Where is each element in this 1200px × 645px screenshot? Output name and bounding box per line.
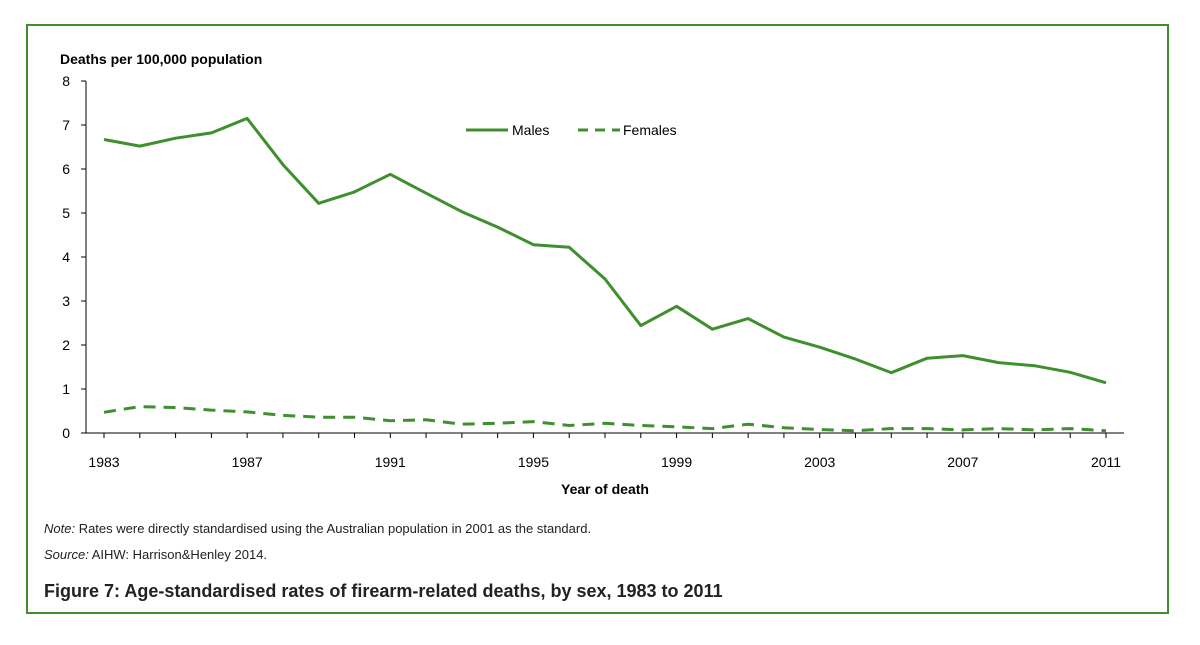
note-text: Rates were directly standardised using t… [75, 521, 592, 536]
y-tick-label: 2 [62, 337, 70, 353]
series-line-males [103, 116, 1107, 385]
x-tick-label: 1991 [375, 454, 406, 470]
x-tick-label: 2011 [1091, 454, 1121, 470]
y-tick-label: 0 [62, 425, 70, 441]
note-label: Note: [44, 521, 76, 536]
y-tick-label: 5 [62, 205, 70, 221]
y-tick-label: 7 [62, 117, 70, 133]
x-tick-label: 2003 [804, 454, 835, 470]
legend-label-females: Females [623, 122, 677, 138]
y-tick-label: 3 [62, 293, 70, 309]
x-tick-label: 1987 [232, 454, 263, 470]
y-tick-label: 1 [62, 381, 70, 397]
x-tick-label: 2007 [947, 454, 978, 470]
figure-frame [26, 24, 1169, 614]
x-tick-label: 1995 [518, 454, 549, 470]
x-tick-label: 1999 [661, 454, 692, 470]
y-tick-label: 6 [62, 161, 70, 177]
y-tick-label: 4 [62, 249, 70, 265]
source-label: Source: [44, 547, 89, 562]
y-tick-label: 8 [62, 73, 70, 89]
series-layer [103, 116, 1107, 433]
source-line: Source: AIHW: Harrison&Henley 2014. [44, 547, 267, 562]
legend-label-males: Males [512, 122, 549, 138]
y-axis-title: Deaths per 100,000 population [60, 51, 262, 67]
series-line-females [103, 405, 1107, 433]
source-text: AIHW: Harrison&Henley 2014. [88, 547, 268, 562]
x-tick-label: 1983 [88, 454, 119, 470]
legend: Males Females [466, 122, 677, 138]
note-line: Note: Rates were directly standardised u… [44, 521, 591, 536]
axes: 0 1 2 3 4 5 6 7 8 1983 1987 1991 1995 1999 2003 2007 201… [62, 73, 1124, 470]
figure-caption: Figure 7: Age-standardised rates of fire… [44, 581, 723, 601]
x-axis-title: Year of death [561, 481, 649, 497]
